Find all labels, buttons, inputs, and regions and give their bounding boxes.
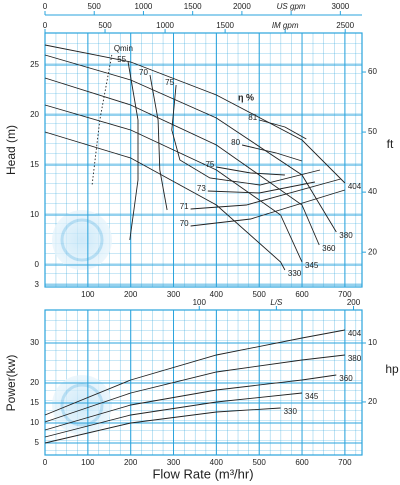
efficiency-curve	[149, 74, 168, 211]
curve	[44, 374, 337, 431]
x-tick-label: 400	[210, 458, 224, 467]
y-tick-label: 10	[30, 418, 39, 427]
y-tick-label: 10	[30, 210, 39, 219]
x-tick-label: 600	[295, 458, 309, 467]
curve-label: 360	[339, 374, 353, 383]
efficiency-label: 55	[117, 55, 126, 64]
y-tick-label: 3	[35, 280, 40, 289]
curve-label: 345	[305, 261, 319, 270]
efficiency-label: 75	[165, 78, 174, 87]
efficiency-label: 81	[248, 113, 257, 122]
curve	[44, 104, 303, 263]
efficiency-label: 70	[180, 219, 189, 228]
y-tick-label: 20	[30, 110, 39, 119]
y2-tick-label: 40	[368, 187, 377, 196]
secondary-tick-label: 1500	[216, 21, 234, 30]
y-tick-label: 5	[35, 438, 40, 447]
curve	[44, 392, 303, 438]
x-tick-label: 300	[167, 290, 181, 299]
y2-tick-label: 20	[368, 397, 377, 406]
efficiency-curve	[207, 181, 315, 194]
secondary-tick-label: IM gpm	[272, 21, 299, 30]
secondary-tick-label: 0	[43, 2, 48, 11]
x-tick-label: 100	[81, 290, 95, 299]
x-tick-label: 700	[338, 290, 352, 299]
curve-label: 330	[284, 407, 298, 416]
secondary-tick-label: 3000	[331, 2, 349, 11]
y-tick-label: 15	[30, 398, 39, 407]
x-tick-label: 500	[253, 458, 267, 467]
x-tick-label: 600	[295, 290, 309, 299]
efficiency-curve	[216, 166, 285, 176]
y-axis-title: Head (m)	[4, 125, 18, 175]
efficiency-label: 70	[139, 68, 148, 77]
curve-label: 404	[348, 329, 362, 338]
y-tick-label: 15	[30, 160, 39, 169]
x-axis-title: Flow Rate (m³/hr)	[152, 466, 253, 481]
x-tick-label: 100	[81, 458, 95, 467]
curve	[44, 354, 345, 423]
curve-label: 380	[348, 354, 362, 363]
secondary-tick-label: 100	[193, 298, 207, 307]
secondary-tick-label: 500	[88, 2, 102, 11]
efficiency-label: 80	[231, 138, 240, 147]
plot-frame	[44, 309, 363, 456]
y-tick-label: 30	[30, 338, 39, 347]
efficiency-label: 71	[180, 202, 189, 211]
y2-tick-label: 20	[368, 247, 377, 256]
x-tick-label: 500	[253, 290, 267, 299]
curve-label: 380	[339, 231, 353, 240]
secondary-tick-label: US gpm	[277, 2, 306, 11]
curve	[44, 329, 345, 416]
secondary-tick-label: 1000	[135, 2, 153, 11]
curve	[44, 131, 286, 271]
curve	[44, 407, 281, 444]
efficiency-curve	[190, 178, 341, 210]
efficiency-curve	[171, 84, 321, 186]
curve	[44, 44, 346, 184]
curve-label: 345	[305, 392, 319, 401]
x-tick-label: 0	[43, 458, 48, 467]
secondary-tick-label: L/S	[270, 298, 283, 307]
x-tick-label: 200	[124, 458, 138, 467]
y2-tick-label: 50	[368, 127, 377, 136]
y2-tick-label: 60	[368, 67, 377, 76]
y2-tick-label: 10	[368, 338, 377, 347]
y2-axis-title: hp	[385, 362, 399, 376]
secondary-tick-label: 500	[98, 21, 112, 30]
watermark	[52, 210, 112, 435]
efficiency-label: 73	[197, 184, 206, 193]
qmin-label: Qmin	[114, 44, 133, 53]
efficiency-curve	[190, 189, 346, 227]
efficiency-curve	[259, 119, 307, 140]
y-tick-label: 25	[30, 60, 39, 69]
plot-frame	[44, 32, 363, 288]
curve-label: 404	[348, 182, 362, 191]
efficiency-curve	[241, 144, 303, 162]
x-tick-label: 300	[167, 458, 181, 467]
x-tick-label: 700	[338, 458, 352, 467]
secondary-tick-label: 1000	[156, 21, 174, 30]
efficiency-curve	[127, 61, 139, 241]
y-tick-label: 0	[35, 260, 40, 269]
secondary-tick-label: 2000	[233, 2, 251, 11]
y-tick-label: 20	[30, 378, 39, 387]
secondary-tick-label: 2500	[336, 21, 354, 30]
secondary-tick-label: 1500	[184, 2, 202, 11]
efficiency-label: 75	[205, 160, 214, 169]
curve	[44, 77, 320, 246]
x-tick-label: 200	[124, 290, 138, 299]
curve-label: 360	[322, 244, 336, 253]
curve-label: 330	[288, 269, 302, 278]
y-axis-title: Power(kw)	[4, 355, 18, 412]
qmin-line	[91, 54, 113, 186]
curve	[44, 54, 337, 233]
y2-axis-title: ft	[387, 137, 394, 151]
efficiency-title: η %	[238, 92, 254, 102]
secondary-tick-label: 200	[347, 298, 361, 307]
secondary-tick-label: 0	[43, 21, 48, 30]
x-tick-label: 400	[210, 290, 224, 299]
